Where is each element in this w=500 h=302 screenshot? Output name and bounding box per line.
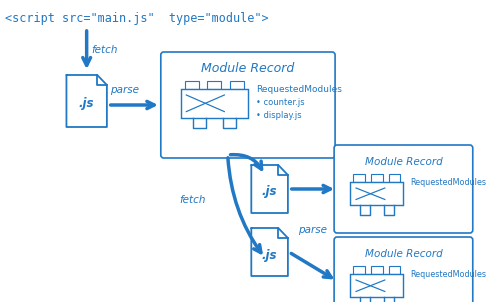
FancyBboxPatch shape	[334, 145, 473, 233]
Text: .js: .js	[262, 185, 278, 198]
Text: Module Record: Module Record	[364, 157, 442, 167]
Text: <script src="main.js"  type="module">: <script src="main.js" type="module">	[5, 12, 268, 25]
FancyBboxPatch shape	[371, 266, 382, 274]
Text: parse: parse	[110, 85, 139, 95]
FancyBboxPatch shape	[161, 52, 335, 158]
Text: RequestedModules: RequestedModules	[410, 178, 486, 187]
Text: parse: parse	[298, 225, 328, 235]
Text: RequestedModules: RequestedModules	[256, 85, 342, 94]
FancyBboxPatch shape	[354, 266, 365, 274]
FancyBboxPatch shape	[350, 274, 404, 297]
FancyBboxPatch shape	[334, 237, 473, 302]
FancyBboxPatch shape	[371, 174, 382, 182]
Text: • counter.js: • counter.js	[256, 98, 305, 107]
FancyBboxPatch shape	[350, 182, 404, 205]
FancyBboxPatch shape	[180, 89, 248, 117]
Text: • display.js: • display.js	[256, 111, 302, 120]
Text: fetch: fetch	[180, 195, 206, 205]
FancyBboxPatch shape	[389, 174, 400, 182]
Text: .js: .js	[79, 98, 94, 111]
Text: .js: .js	[262, 249, 278, 262]
FancyBboxPatch shape	[184, 81, 199, 89]
Text: Module Record: Module Record	[202, 63, 294, 76]
Text: Module Record: Module Record	[364, 249, 442, 259]
FancyBboxPatch shape	[389, 266, 400, 274]
FancyBboxPatch shape	[230, 81, 244, 89]
Text: RequestedModules: RequestedModules	[410, 270, 486, 279]
FancyBboxPatch shape	[207, 81, 222, 89]
Text: fetch: fetch	[92, 45, 118, 55]
FancyBboxPatch shape	[354, 174, 365, 182]
